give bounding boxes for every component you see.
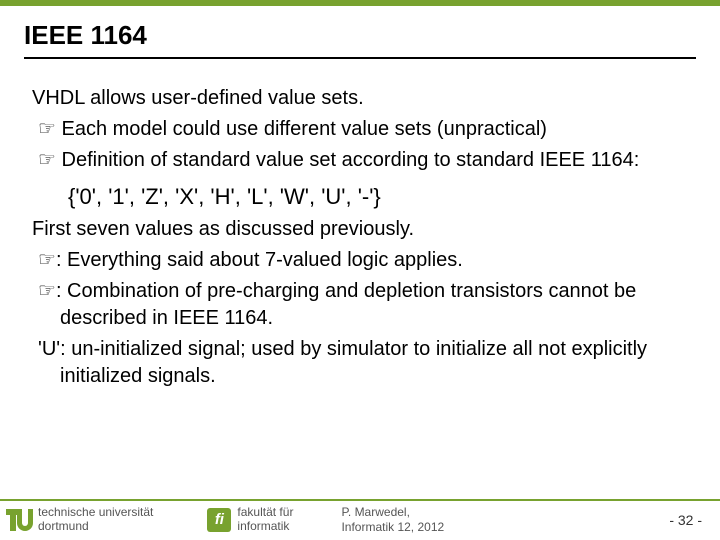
page-number: - 32 - <box>669 512 702 528</box>
fi-line1: fakultät für <box>237 506 293 519</box>
faculty-name: fakultät für informatik <box>237 506 293 532</box>
university-name: technische universität dortmund <box>38 506 153 532</box>
value-set: {'0', '1', 'Z', 'X', 'H', 'L', 'W', 'U',… <box>32 182 696 212</box>
footer: technische universität dortmund fi fakul… <box>0 499 720 540</box>
uni-line1: technische universität <box>38 506 153 519</box>
line-6-text: : Combination of pre-charging and deplet… <box>56 280 636 329</box>
pointer-icon: ☞ <box>38 249 56 271</box>
line-1: VHDL allows user-defined value sets. <box>32 85 696 112</box>
pointer-icon: ☞ <box>38 149 56 171</box>
fi-logo-icon: fi <box>207 508 231 532</box>
copyright: P. Marwedel, Informatik 12, 2012 <box>341 505 444 534</box>
copy-line1: P. Marwedel, <box>341 505 444 519</box>
line-2: ☞ Each model could use different value s… <box>32 116 696 143</box>
pointer-icon: ☞ <box>38 118 56 140</box>
line-7: 'U': un-initialized signal; used by simu… <box>32 336 696 390</box>
line-5-text: : Everything said about 7-valued logic a… <box>56 249 463 271</box>
copy-line2: Informatik 12, 2012 <box>341 520 444 534</box>
line-5: ☞: Everything said about 7-valued logic … <box>32 247 696 274</box>
faculty-logo: fi fakultät für informatik <box>207 506 293 532</box>
line-2-text: Each model could use different value set… <box>62 118 547 140</box>
body-text: VHDL allows user-defined value sets. ☞ E… <box>24 85 696 390</box>
title-underline <box>24 57 696 59</box>
slide-content: IEEE 1164 VHDL allows user-defined value… <box>0 6 720 390</box>
line-7-text: 'U': un-initialized signal; used by simu… <box>38 338 647 387</box>
line-4: First seven values as discussed previous… <box>32 216 696 243</box>
line-6: ☞: Combination of pre-charging and deple… <box>32 278 696 332</box>
uni-line2: dortmund <box>38 520 153 533</box>
slide-title: IEEE 1164 <box>24 20 696 51</box>
pointer-icon: ☞ <box>38 280 56 302</box>
line-3: ☞ Definition of standard value set accor… <box>32 147 696 174</box>
line-3-text: Definition of standard value set accordi… <box>62 149 640 171</box>
tu-logo-icon <box>6 507 34 533</box>
fi-line2: informatik <box>237 520 293 533</box>
tu-logo: technische universität dortmund <box>6 506 153 532</box>
